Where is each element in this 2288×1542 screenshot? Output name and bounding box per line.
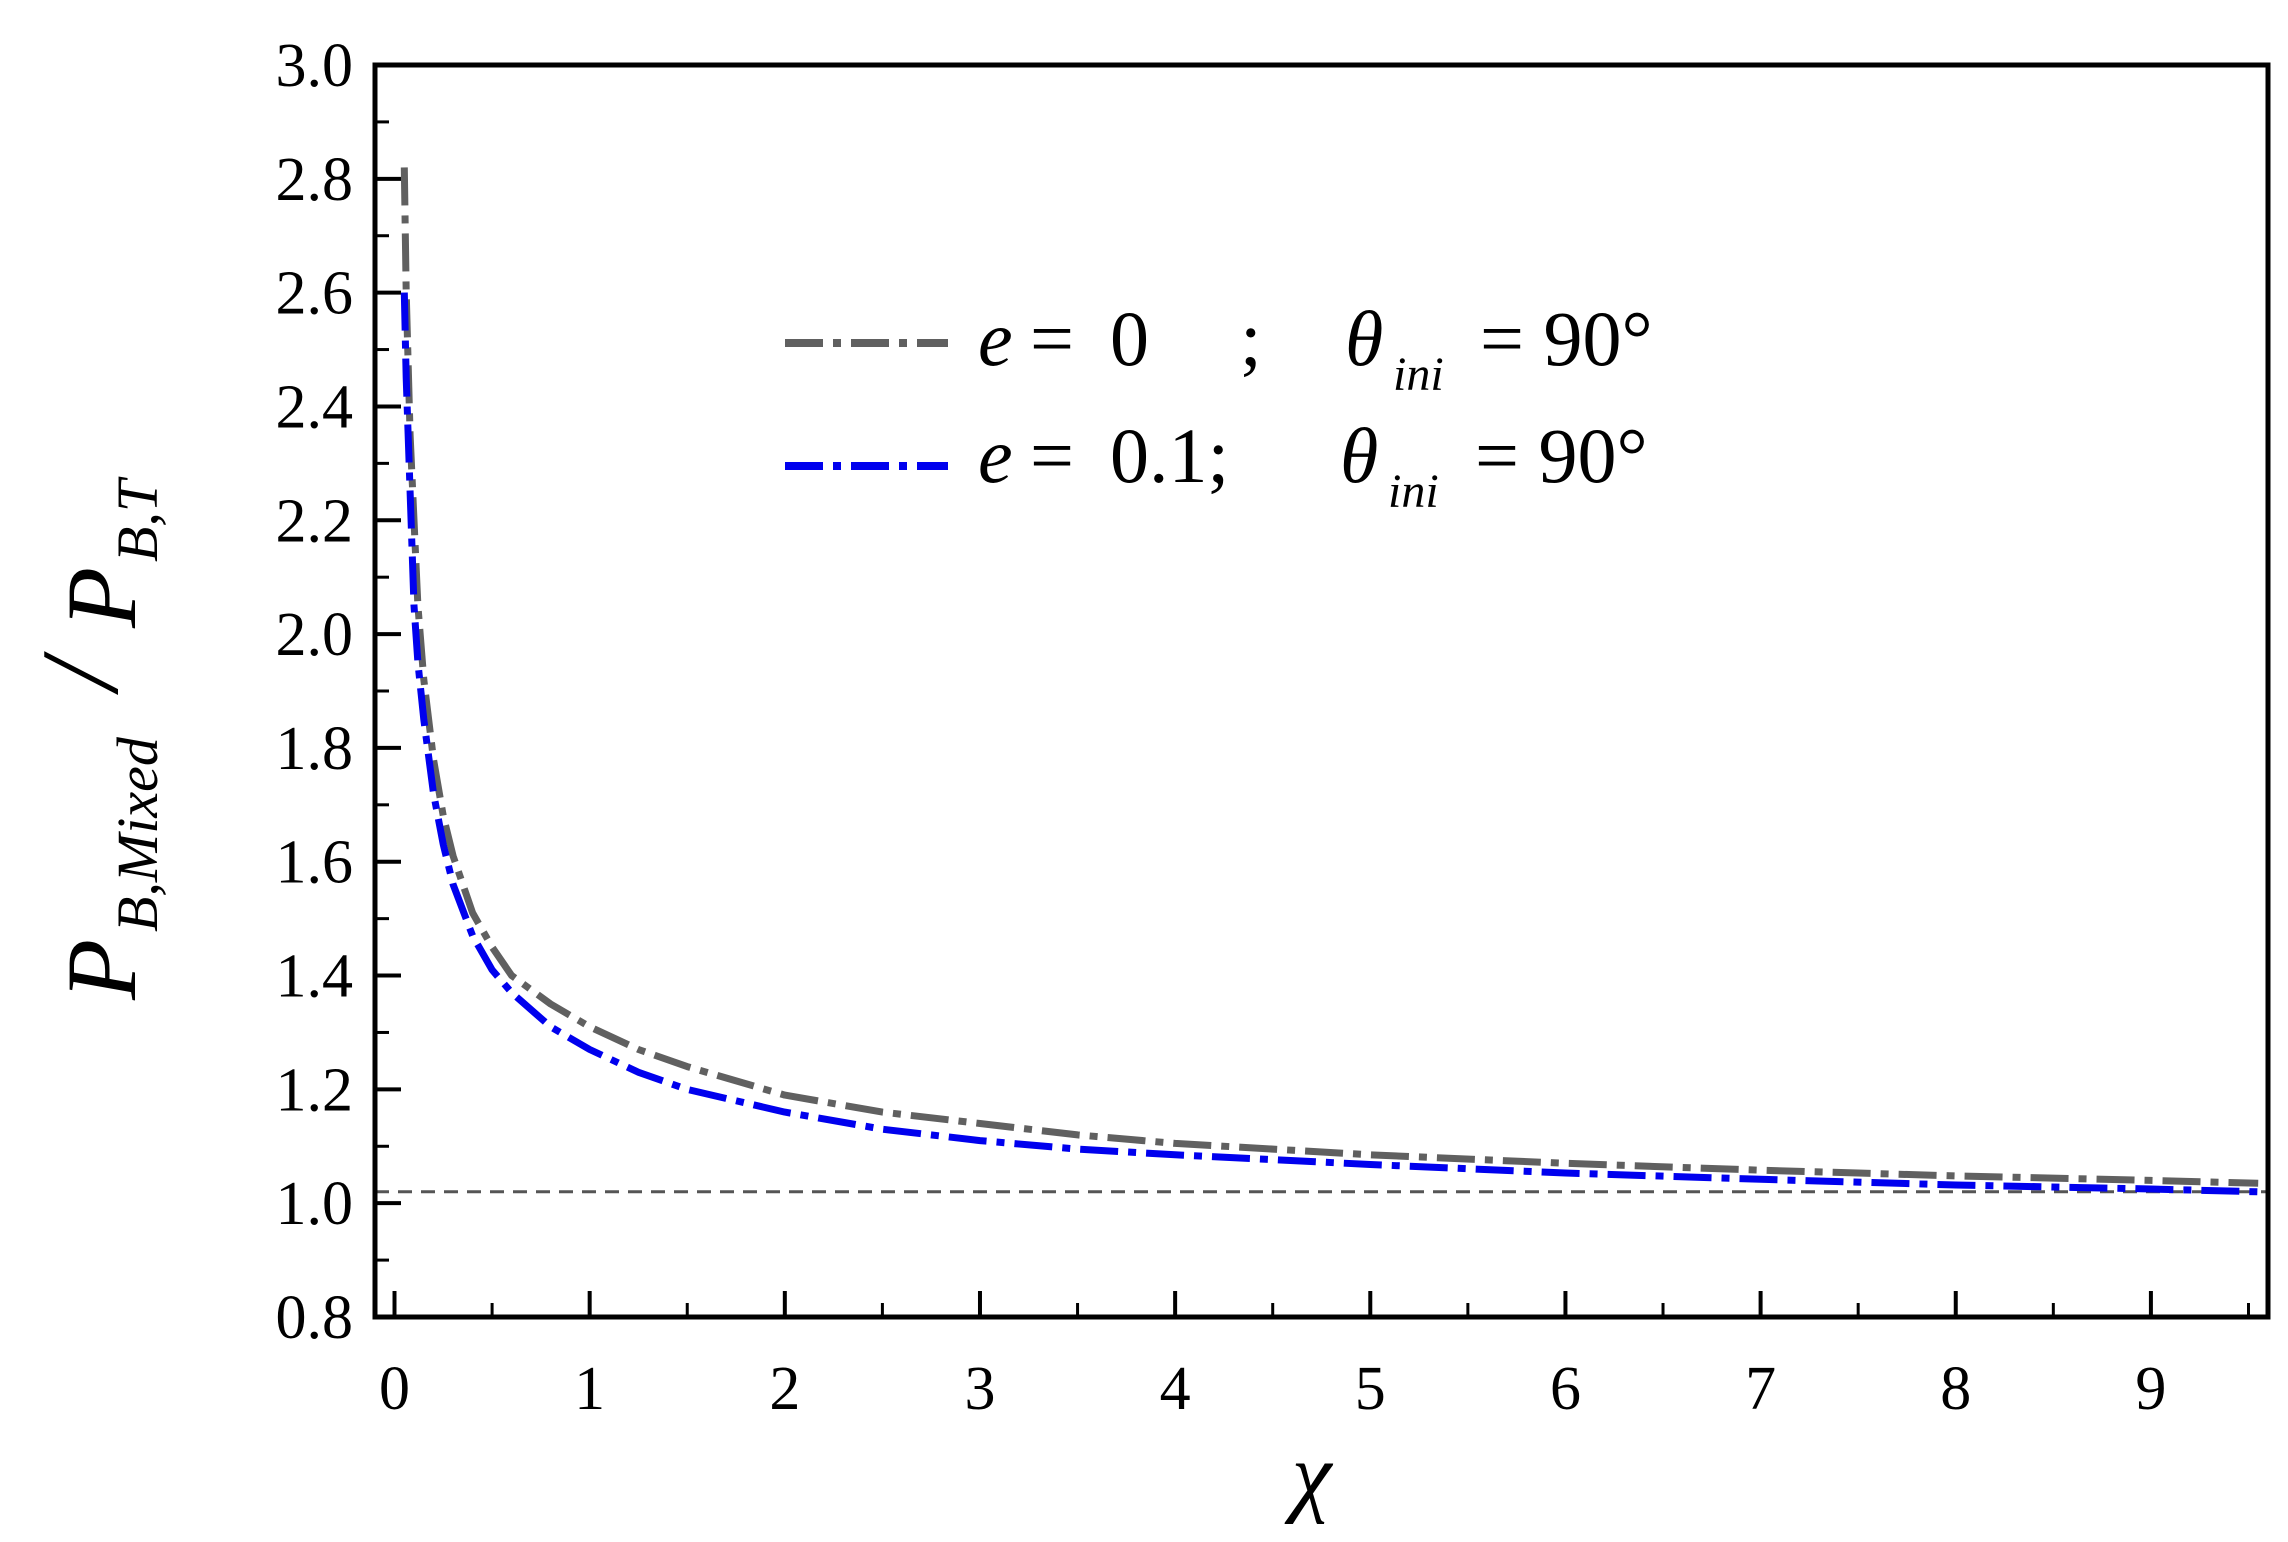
y-tick-label: 2.2	[276, 487, 354, 555]
legend-1-theta-val: = 90°	[1480, 295, 1653, 382]
y-tick-label: 1.4	[276, 943, 354, 1011]
plot-frame	[372, 62, 2271, 1320]
legend-2-eq: =	[1030, 412, 1074, 499]
x-axis-title: χ	[1284, 1426, 1334, 1525]
y-axis-title-denom-sub: B,T	[105, 476, 170, 562]
y-tick-label: 1.2	[276, 1056, 354, 1124]
legend-1-val: 0	[1110, 295, 1149, 382]
y-tick-label: 2.0	[276, 601, 354, 669]
x-tick-label: 4	[1160, 1355, 1191, 1423]
legend-2-theta-sub: ini	[1388, 465, 1439, 518]
legend-entry-1: e = 0 ; θ ini = 90°	[785, 295, 1653, 401]
x-tick-label: 5	[1355, 1355, 1386, 1423]
y-tick-label: 1.0	[276, 1170, 354, 1238]
legend-2-val: 0.1;	[1110, 412, 1229, 499]
legend-1-sep: ;	[1240, 295, 1262, 382]
x-tick-label: 3	[964, 1355, 995, 1423]
y-axis-title-denom: P	[46, 567, 157, 629]
x-tick-label: 7	[1745, 1355, 1776, 1423]
series-line-1	[400, 167, 2259, 1187]
legend-2-theta: θ	[1340, 412, 1378, 499]
x-tick-label: 2	[769, 1355, 800, 1423]
ticks-layer: 0 1 2 3 4 5 6 7 8 9 0.8 1.0 1.2 1.4 1.6 1.8 2.0 2.2 2.4 2.6…	[276, 32, 2250, 1423]
y-axis-title-slash: /	[19, 651, 141, 696]
legend-1-theta-sub: ini	[1393, 348, 1444, 401]
legend-2-theta-val: = 90°	[1475, 412, 1648, 499]
y-axis-title-p-sub: B,Mixed	[105, 736, 170, 932]
series-layer	[375, 167, 2268, 1196]
legend: e = 0 ; θ ini = 90° e = 0.1; θ ini = 90°	[785, 295, 1653, 518]
legend-1-eq: =	[1030, 295, 1074, 382]
y-tick-label: 1.8	[276, 715, 354, 783]
x-tick-label: 8	[1940, 1355, 1971, 1423]
x-tick-label: 1	[574, 1355, 605, 1423]
legend-entry-2: e = 0.1; θ ini = 90°	[785, 412, 1648, 518]
y-tick-label: 2.4	[276, 373, 354, 441]
y-tick-label: 2.6	[276, 260, 354, 328]
y-tick-label: 0.8	[276, 1284, 354, 1352]
x-tick-label: 0	[379, 1355, 410, 1423]
legend-1-theta: θ	[1345, 295, 1383, 382]
y-tick-label: 1.6	[276, 829, 354, 897]
y-tick-label: 2.8	[276, 146, 354, 214]
x-tick-label: 6	[1550, 1355, 1581, 1423]
y-axis-title-p: P	[46, 939, 157, 1001]
legend-1-var: e	[978, 295, 1013, 382]
x-tick-label: 9	[2135, 1355, 2166, 1423]
legend-2-var: e	[978, 412, 1013, 499]
y-axis-title: P B,Mixed / P B,T	[19, 476, 170, 1001]
y-tick-label: 3.0	[276, 32, 354, 100]
series-line-2	[400, 292, 2259, 1196]
